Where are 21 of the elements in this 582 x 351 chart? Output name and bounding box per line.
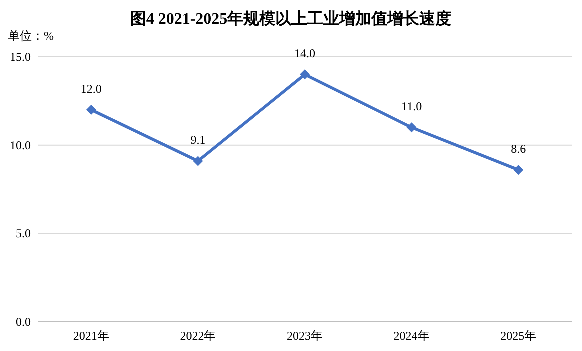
x-tick-label: 2024年 <box>394 329 430 343</box>
point <box>406 122 417 133</box>
data-label: 8.6 <box>511 142 526 156</box>
data-label: 9.1 <box>190 133 206 148</box>
point <box>86 105 96 115</box>
chart-title: 图4 2021-2025年规模以上工业增加值增长速度 <box>130 9 452 28</box>
y-tick-label: 0.0 <box>16 315 31 329</box>
point <box>193 156 204 166</box>
y-tick-label: 5.0 <box>16 226 31 241</box>
data-label: 11.0 <box>402 100 422 114</box>
data-label: 12.0 <box>80 82 102 96</box>
y-tick-label: 10.0 <box>10 138 31 152</box>
y-tick-label: 15.0 <box>10 50 31 64</box>
point <box>300 70 310 80</box>
x-tick-label: 2025年 <box>500 329 537 343</box>
x-tick-label: 2022年 <box>180 329 216 343</box>
point <box>514 165 524 176</box>
y-axis-title: 单位：% <box>8 29 54 43</box>
data-label: 14.0 <box>294 46 316 61</box>
x-tick-label: 2021年 <box>73 329 110 343</box>
x-tick-label: 2023年 <box>287 329 323 343</box>
